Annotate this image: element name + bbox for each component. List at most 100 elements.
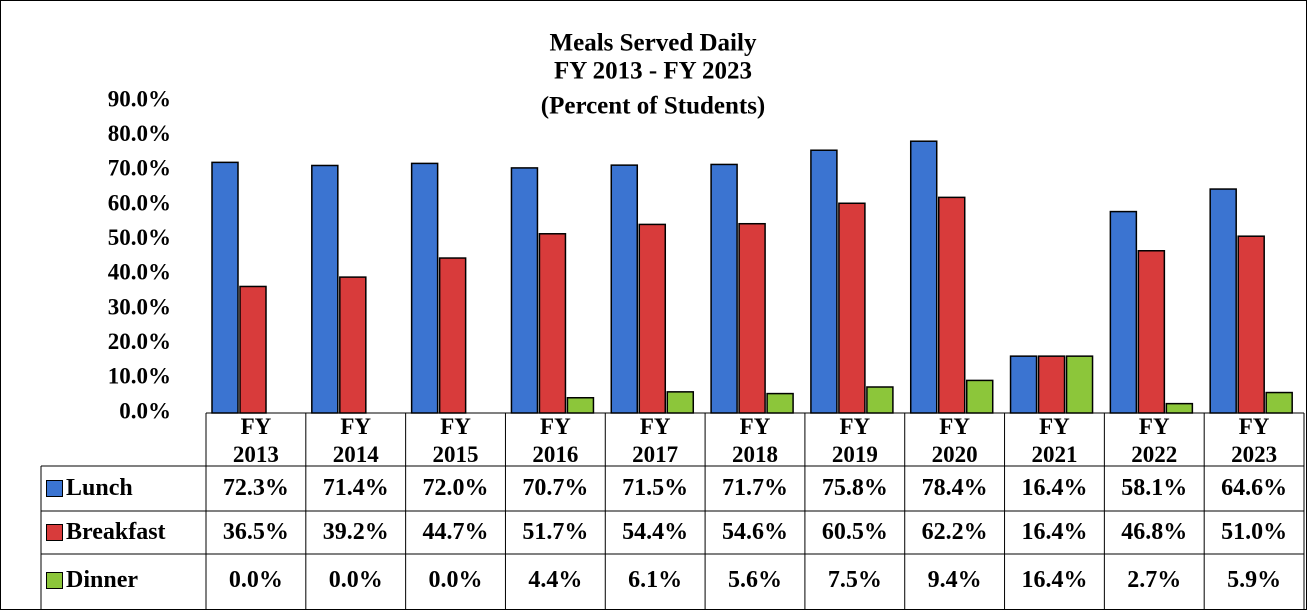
data-label: 71.7% — [721, 475, 788, 501]
bar — [1009, 355, 1038, 414]
x-tick-label: FY 2020 — [905, 414, 1005, 467]
bar — [866, 386, 894, 414]
legend-entry: Lunch — [42, 466, 205, 511]
x-tick-label: FY 2015 — [406, 414, 506, 467]
legend-label: Breakfast — [66, 519, 166, 545]
y-tick-label: 90.0% — [108, 86, 171, 111]
category: FY 2014 — [332, 413, 379, 467]
bar — [566, 396, 595, 414]
bar — [838, 202, 866, 414]
category: FY 2019 — [831, 413, 878, 467]
y-tick-label: 40.0% — [108, 260, 171, 285]
category: FY 2023 — [1231, 413, 1278, 467]
data-label: 0.0% — [428, 566, 483, 593]
y-tick-label: 80.0% — [108, 121, 171, 146]
bar — [1137, 250, 1166, 414]
y-tick-label: 20.0% — [108, 329, 171, 354]
data-label: 6.1% — [628, 566, 683, 593]
legend-entry: Dinner — [42, 554, 205, 606]
data-label: 72.0% — [422, 475, 489, 501]
chart-subtitle: (Percent of Students) — [541, 93, 766, 120]
bar — [1037, 355, 1066, 414]
bar — [937, 196, 966, 414]
bar — [1065, 355, 1094, 414]
bar — [211, 161, 239, 414]
y-tick-label: 10.0% — [108, 364, 171, 389]
legend-entry: Breakfast — [42, 511, 205, 554]
bar — [810, 149, 838, 414]
x-tick-label: FY 2019 — [805, 413, 905, 467]
bar — [1165, 402, 1194, 414]
bar — [239, 285, 267, 414]
data-label: 51.0% — [1221, 519, 1288, 545]
data-label: 16.4% — [1021, 519, 1088, 545]
data-label: 16.4% — [1021, 475, 1088, 501]
data-label: 72.3% — [222, 475, 289, 501]
data-label: 16.4% — [1021, 566, 1088, 593]
bar — [738, 222, 766, 414]
bar — [311, 164, 339, 414]
x-tick-label: FY 2018 — [705, 413, 805, 467]
legend-label: Dinner — [66, 566, 138, 593]
bar — [339, 276, 367, 414]
category: FY 2021 — [1031, 413, 1078, 467]
bar — [1109, 210, 1138, 414]
data-label: 70.7% — [522, 475, 589, 501]
bar — [909, 140, 938, 414]
y-tick-label: 50.0% — [108, 225, 171, 250]
bar — [1209, 188, 1237, 414]
bar — [1237, 235, 1265, 414]
data-label: 78.4% — [921, 475, 988, 501]
x-tick-label: FY 2016 — [505, 413, 605, 467]
y-tick-label: 60.0% — [108, 190, 171, 215]
x-tick-label: FY 2023 — [1204, 413, 1304, 467]
data-label: 62.2% — [921, 519, 988, 545]
legend-key — [46, 480, 63, 497]
bar — [610, 164, 639, 414]
data-label: 7.5% — [827, 566, 882, 593]
y-tick-label: 30.0% — [108, 294, 171, 319]
data-label: 58.1% — [1121, 475, 1188, 501]
data-label: 0.0% — [328, 566, 383, 593]
bar — [438, 257, 467, 414]
data-label: 2.7% — [1127, 566, 1182, 593]
x-tick-label: FY 2017 — [605, 413, 705, 467]
category: FY 2017 — [632, 413, 679, 467]
legend-label: Lunch — [66, 475, 133, 501]
data-label: 51.7% — [522, 519, 589, 545]
data-label: 46.8% — [1121, 519, 1188, 545]
data-label: 60.5% — [821, 519, 888, 545]
category: FY 2018 — [731, 413, 778, 467]
bar — [538, 233, 567, 414]
category: FY 2022 — [1131, 413, 1178, 467]
data-label: 5.9% — [1227, 566, 1282, 593]
chart-subtitle: FY 2013 - FY 2023 — [554, 58, 752, 85]
bar — [410, 162, 439, 414]
x-tick-label: FY 2014 — [306, 413, 406, 467]
data-label: 54.6% — [721, 519, 788, 545]
chart-title: Meals Served Daily — [550, 30, 757, 57]
bar — [666, 391, 695, 414]
bar — [766, 392, 794, 414]
legend-key — [46, 524, 63, 541]
bar — [1265, 391, 1293, 414]
data-label: 54.4% — [622, 519, 689, 545]
data-label: 44.7% — [422, 519, 489, 545]
data-label: 9.4% — [927, 566, 982, 593]
category: FY 2013 — [232, 413, 279, 467]
legend-key — [46, 571, 63, 589]
y-tick-label: 70.0% — [108, 156, 171, 181]
data-label: 64.6% — [1221, 475, 1288, 501]
data-label: 75.8% — [821, 475, 888, 501]
bar — [710, 163, 738, 414]
x-tick-label: FY 2013 — [206, 413, 306, 467]
data-label: 5.6% — [727, 566, 782, 593]
data-label: 71.4% — [322, 475, 389, 501]
bar — [638, 223, 667, 414]
y-tick-label: 0.0% — [119, 398, 171, 423]
data-label: 36.5% — [222, 519, 289, 545]
category: FY 2016 — [532, 413, 579, 467]
data-label: 0.0% — [228, 566, 283, 593]
